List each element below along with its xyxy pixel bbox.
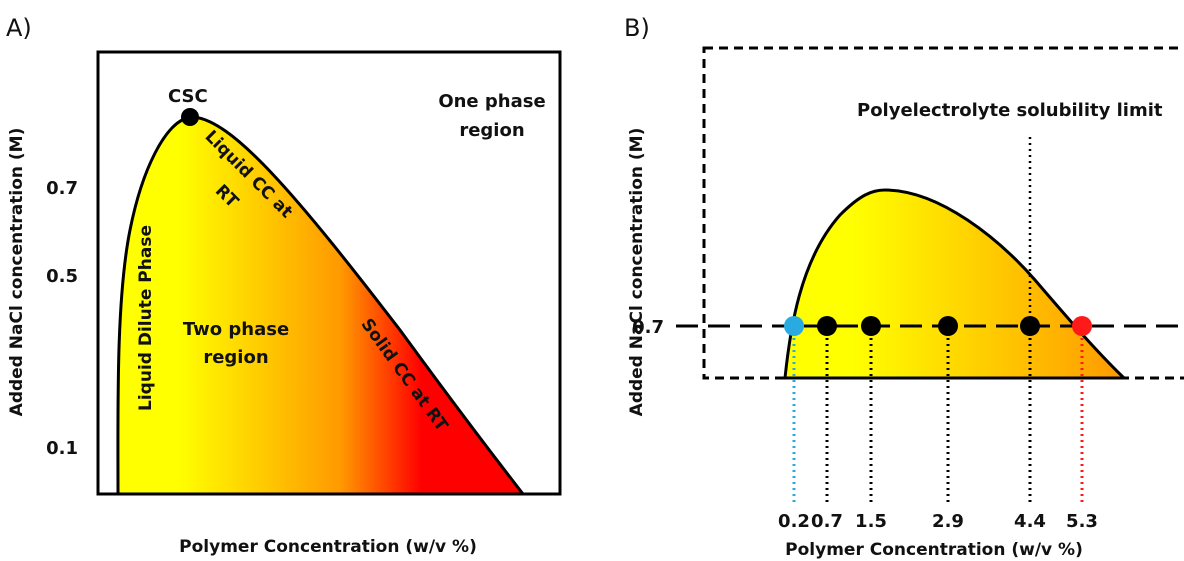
panel-a-y-axis-title: Added NaCl concentration (M) xyxy=(7,128,27,417)
data-point-2.9 xyxy=(938,316,958,336)
data-point-0.7 xyxy=(817,316,837,336)
panel-b-y-axis-title: Added NaCl concentration (M) xyxy=(627,128,647,417)
panel-a-x-axis-title: Polymer Concentration (w/v %) xyxy=(179,537,477,557)
data-point-4.4 xyxy=(1020,316,1040,336)
data-point-1.5 xyxy=(861,316,881,336)
panel-a: A) CSC One phase region Two phase region… xyxy=(6,14,562,557)
x-tick-label-1.5: 1.5 xyxy=(855,511,887,532)
panel-b-ytick-0.7: 0.7 xyxy=(632,317,664,338)
x-tick-label-0.7: 0.7 xyxy=(811,511,843,532)
panel-a-plot-frame xyxy=(96,50,562,496)
panel-a-ytick-0.7: 0.7 xyxy=(46,178,78,199)
panel-a-critical-point xyxy=(181,108,199,126)
x-tick-label-0.2: 0.2 xyxy=(778,511,810,532)
panel-a-letter: A) xyxy=(6,14,32,42)
panel-a-ytick-0.5: 0.5 xyxy=(46,266,78,287)
data-point-5.3 xyxy=(1072,316,1092,336)
panel-a-one-phase-line2: region xyxy=(459,120,524,141)
panel-a-two-phase-line2: region xyxy=(203,347,268,368)
panel-a-two-phase-region xyxy=(116,115,527,496)
panel-a-one-phase-line1: One phase xyxy=(438,91,545,112)
x-tick-label-4.4: 4.4 xyxy=(1014,511,1046,532)
panel-b: B) Polyelectrolyte solubility limit 0.2 0… xyxy=(624,14,1184,560)
panel-a-csc-label: CSC xyxy=(168,86,208,107)
x-tick-label-5.3: 5.3 xyxy=(1066,511,1098,532)
panel-b-letter: B) xyxy=(624,14,650,42)
panel-b-zoom-box xyxy=(702,46,1184,380)
x-tick-label-2.9: 2.9 xyxy=(932,511,964,532)
panel-b-x-axis-title: Polymer Concentration (w/v %) xyxy=(785,540,1083,560)
panel-a-dilute-phase-label: Liquid Dilute Phase xyxy=(136,225,156,411)
panel-a-ytick-0.1: 0.1 xyxy=(46,438,78,459)
panel-b-points xyxy=(784,316,1092,336)
panel-b-two-phase-region xyxy=(783,188,1128,380)
data-point-0.2 xyxy=(784,316,804,336)
panel-b-solubility-label: Polyelectrolyte solubility limit xyxy=(857,100,1163,121)
panel-a-two-phase-line1: Two phase xyxy=(183,319,289,340)
panel-b-x-tick-labels: 0.2 0.7 1.5 2.9 4.4 5.3 xyxy=(778,511,1098,532)
